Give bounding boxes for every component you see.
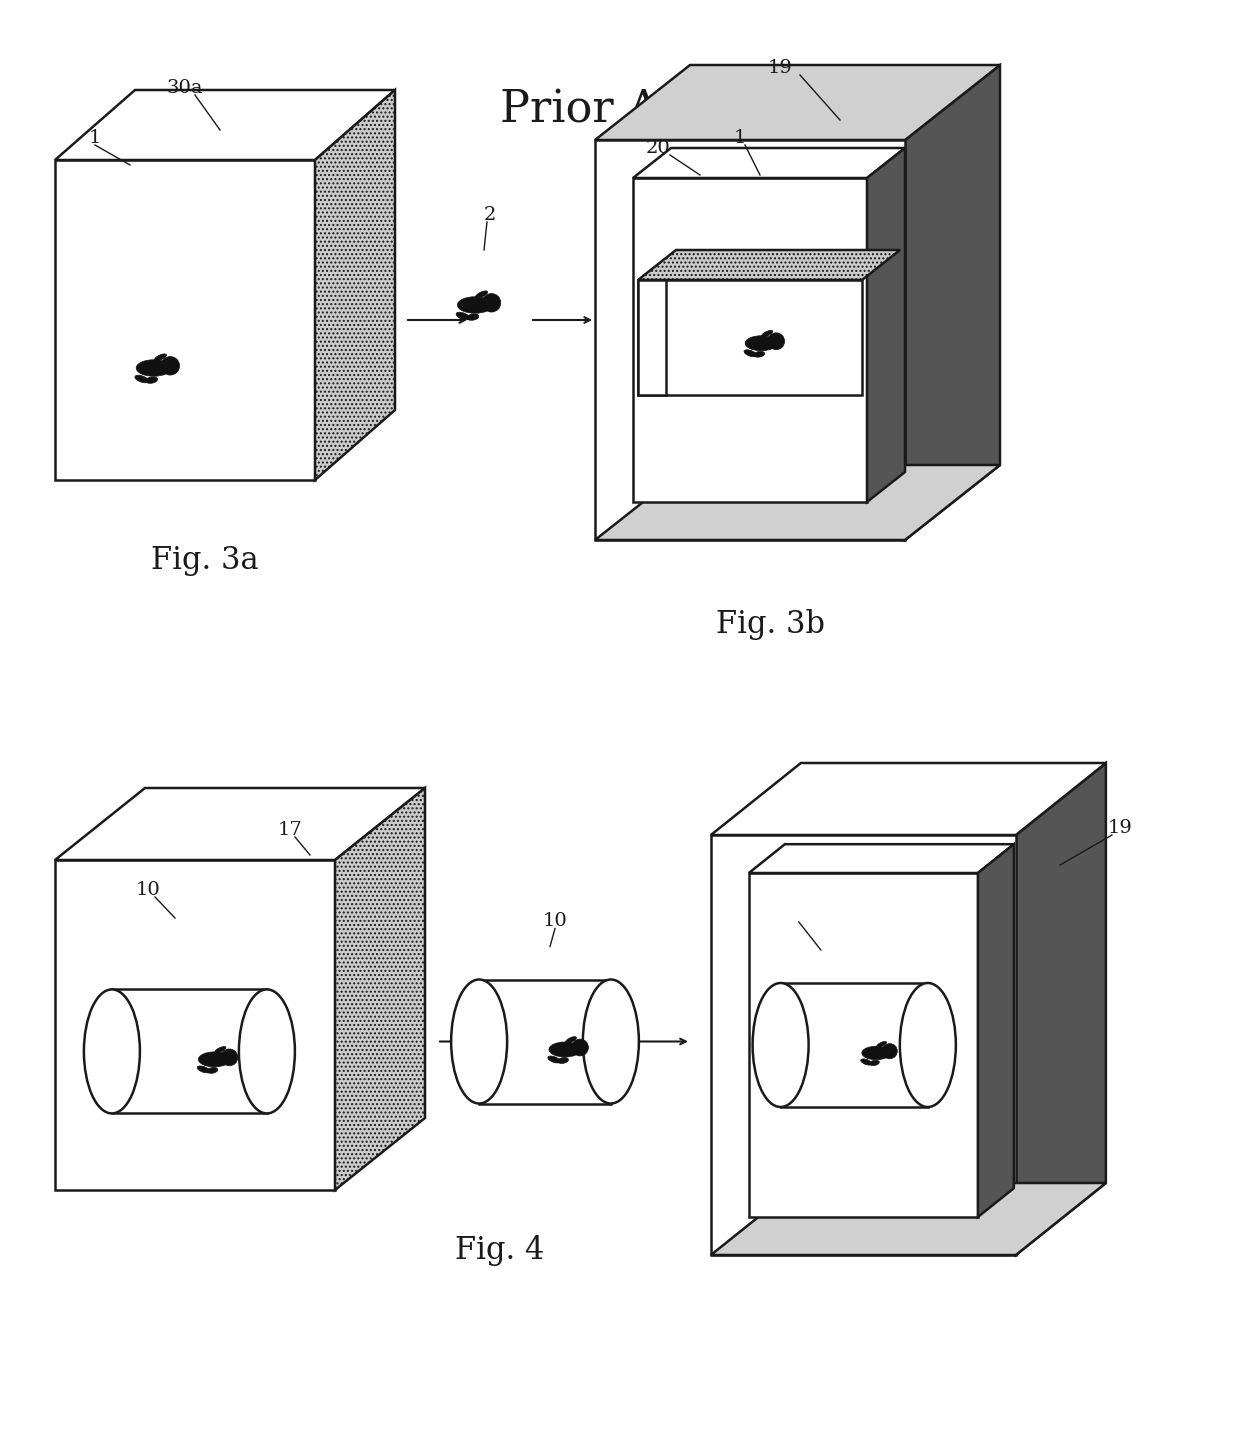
Ellipse shape — [744, 350, 756, 356]
Text: 17: 17 — [278, 820, 303, 839]
Polygon shape — [781, 983, 928, 1107]
Ellipse shape — [549, 1043, 582, 1057]
Circle shape — [882, 1044, 898, 1058]
Ellipse shape — [239, 989, 295, 1113]
Text: Fig. 4: Fig. 4 — [455, 1234, 544, 1266]
Text: 1: 1 — [89, 128, 102, 147]
Ellipse shape — [136, 359, 171, 376]
Text: 20: 20 — [646, 138, 671, 157]
Ellipse shape — [900, 983, 956, 1107]
Polygon shape — [595, 65, 999, 140]
Polygon shape — [632, 177, 867, 502]
Ellipse shape — [565, 1037, 577, 1043]
Ellipse shape — [869, 1060, 879, 1066]
Text: Prior Art: Prior Art — [500, 88, 699, 131]
Ellipse shape — [861, 1058, 872, 1066]
Polygon shape — [639, 280, 862, 395]
Polygon shape — [595, 140, 905, 539]
Text: 19: 19 — [1107, 819, 1132, 836]
Circle shape — [768, 333, 785, 349]
Polygon shape — [711, 835, 1016, 1255]
Ellipse shape — [197, 1066, 210, 1073]
Polygon shape — [55, 859, 335, 1190]
Ellipse shape — [466, 314, 479, 320]
Ellipse shape — [207, 1067, 218, 1073]
Polygon shape — [112, 989, 267, 1113]
Ellipse shape — [135, 375, 149, 382]
Ellipse shape — [877, 1041, 887, 1047]
Circle shape — [161, 356, 180, 375]
Text: Fig. 3a: Fig. 3a — [151, 545, 259, 575]
Text: Fig. 3b: Fig. 3b — [715, 610, 825, 640]
Polygon shape — [711, 1182, 1106, 1255]
Polygon shape — [335, 787, 425, 1190]
Polygon shape — [479, 979, 611, 1103]
Ellipse shape — [458, 297, 492, 313]
Text: 1: 1 — [734, 128, 746, 147]
Polygon shape — [749, 872, 978, 1217]
Ellipse shape — [862, 1047, 890, 1060]
Ellipse shape — [215, 1047, 226, 1053]
Polygon shape — [55, 160, 315, 480]
Polygon shape — [315, 89, 396, 480]
Ellipse shape — [745, 336, 777, 350]
Polygon shape — [749, 844, 1014, 872]
Ellipse shape — [761, 330, 773, 337]
Ellipse shape — [154, 353, 166, 360]
Polygon shape — [632, 149, 905, 177]
Ellipse shape — [84, 989, 140, 1113]
Text: 2: 2 — [484, 206, 496, 224]
Polygon shape — [711, 763, 1106, 835]
Ellipse shape — [198, 1051, 231, 1067]
Text: 10: 10 — [779, 906, 804, 924]
Ellipse shape — [451, 979, 507, 1103]
Polygon shape — [55, 89, 396, 160]
Ellipse shape — [456, 313, 470, 320]
Text: 30a: 30a — [166, 79, 203, 97]
Ellipse shape — [475, 291, 487, 298]
Circle shape — [482, 294, 501, 311]
Polygon shape — [1016, 763, 1106, 1255]
Ellipse shape — [548, 1056, 560, 1063]
Polygon shape — [639, 249, 900, 280]
Circle shape — [572, 1040, 589, 1056]
Ellipse shape — [753, 983, 808, 1107]
Text: 10: 10 — [135, 881, 160, 898]
Polygon shape — [595, 464, 999, 539]
Polygon shape — [55, 787, 425, 859]
Polygon shape — [639, 280, 666, 395]
Ellipse shape — [583, 979, 639, 1103]
Circle shape — [221, 1048, 238, 1066]
Ellipse shape — [754, 352, 765, 358]
Text: 10: 10 — [543, 913, 568, 930]
Ellipse shape — [558, 1057, 568, 1063]
Polygon shape — [905, 65, 999, 539]
Polygon shape — [978, 844, 1014, 1217]
Polygon shape — [867, 149, 905, 502]
Ellipse shape — [145, 376, 157, 384]
Text: 19: 19 — [768, 59, 792, 76]
